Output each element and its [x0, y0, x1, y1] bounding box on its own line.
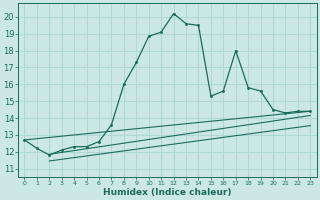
X-axis label: Humidex (Indice chaleur): Humidex (Indice chaleur) [103, 188, 232, 197]
